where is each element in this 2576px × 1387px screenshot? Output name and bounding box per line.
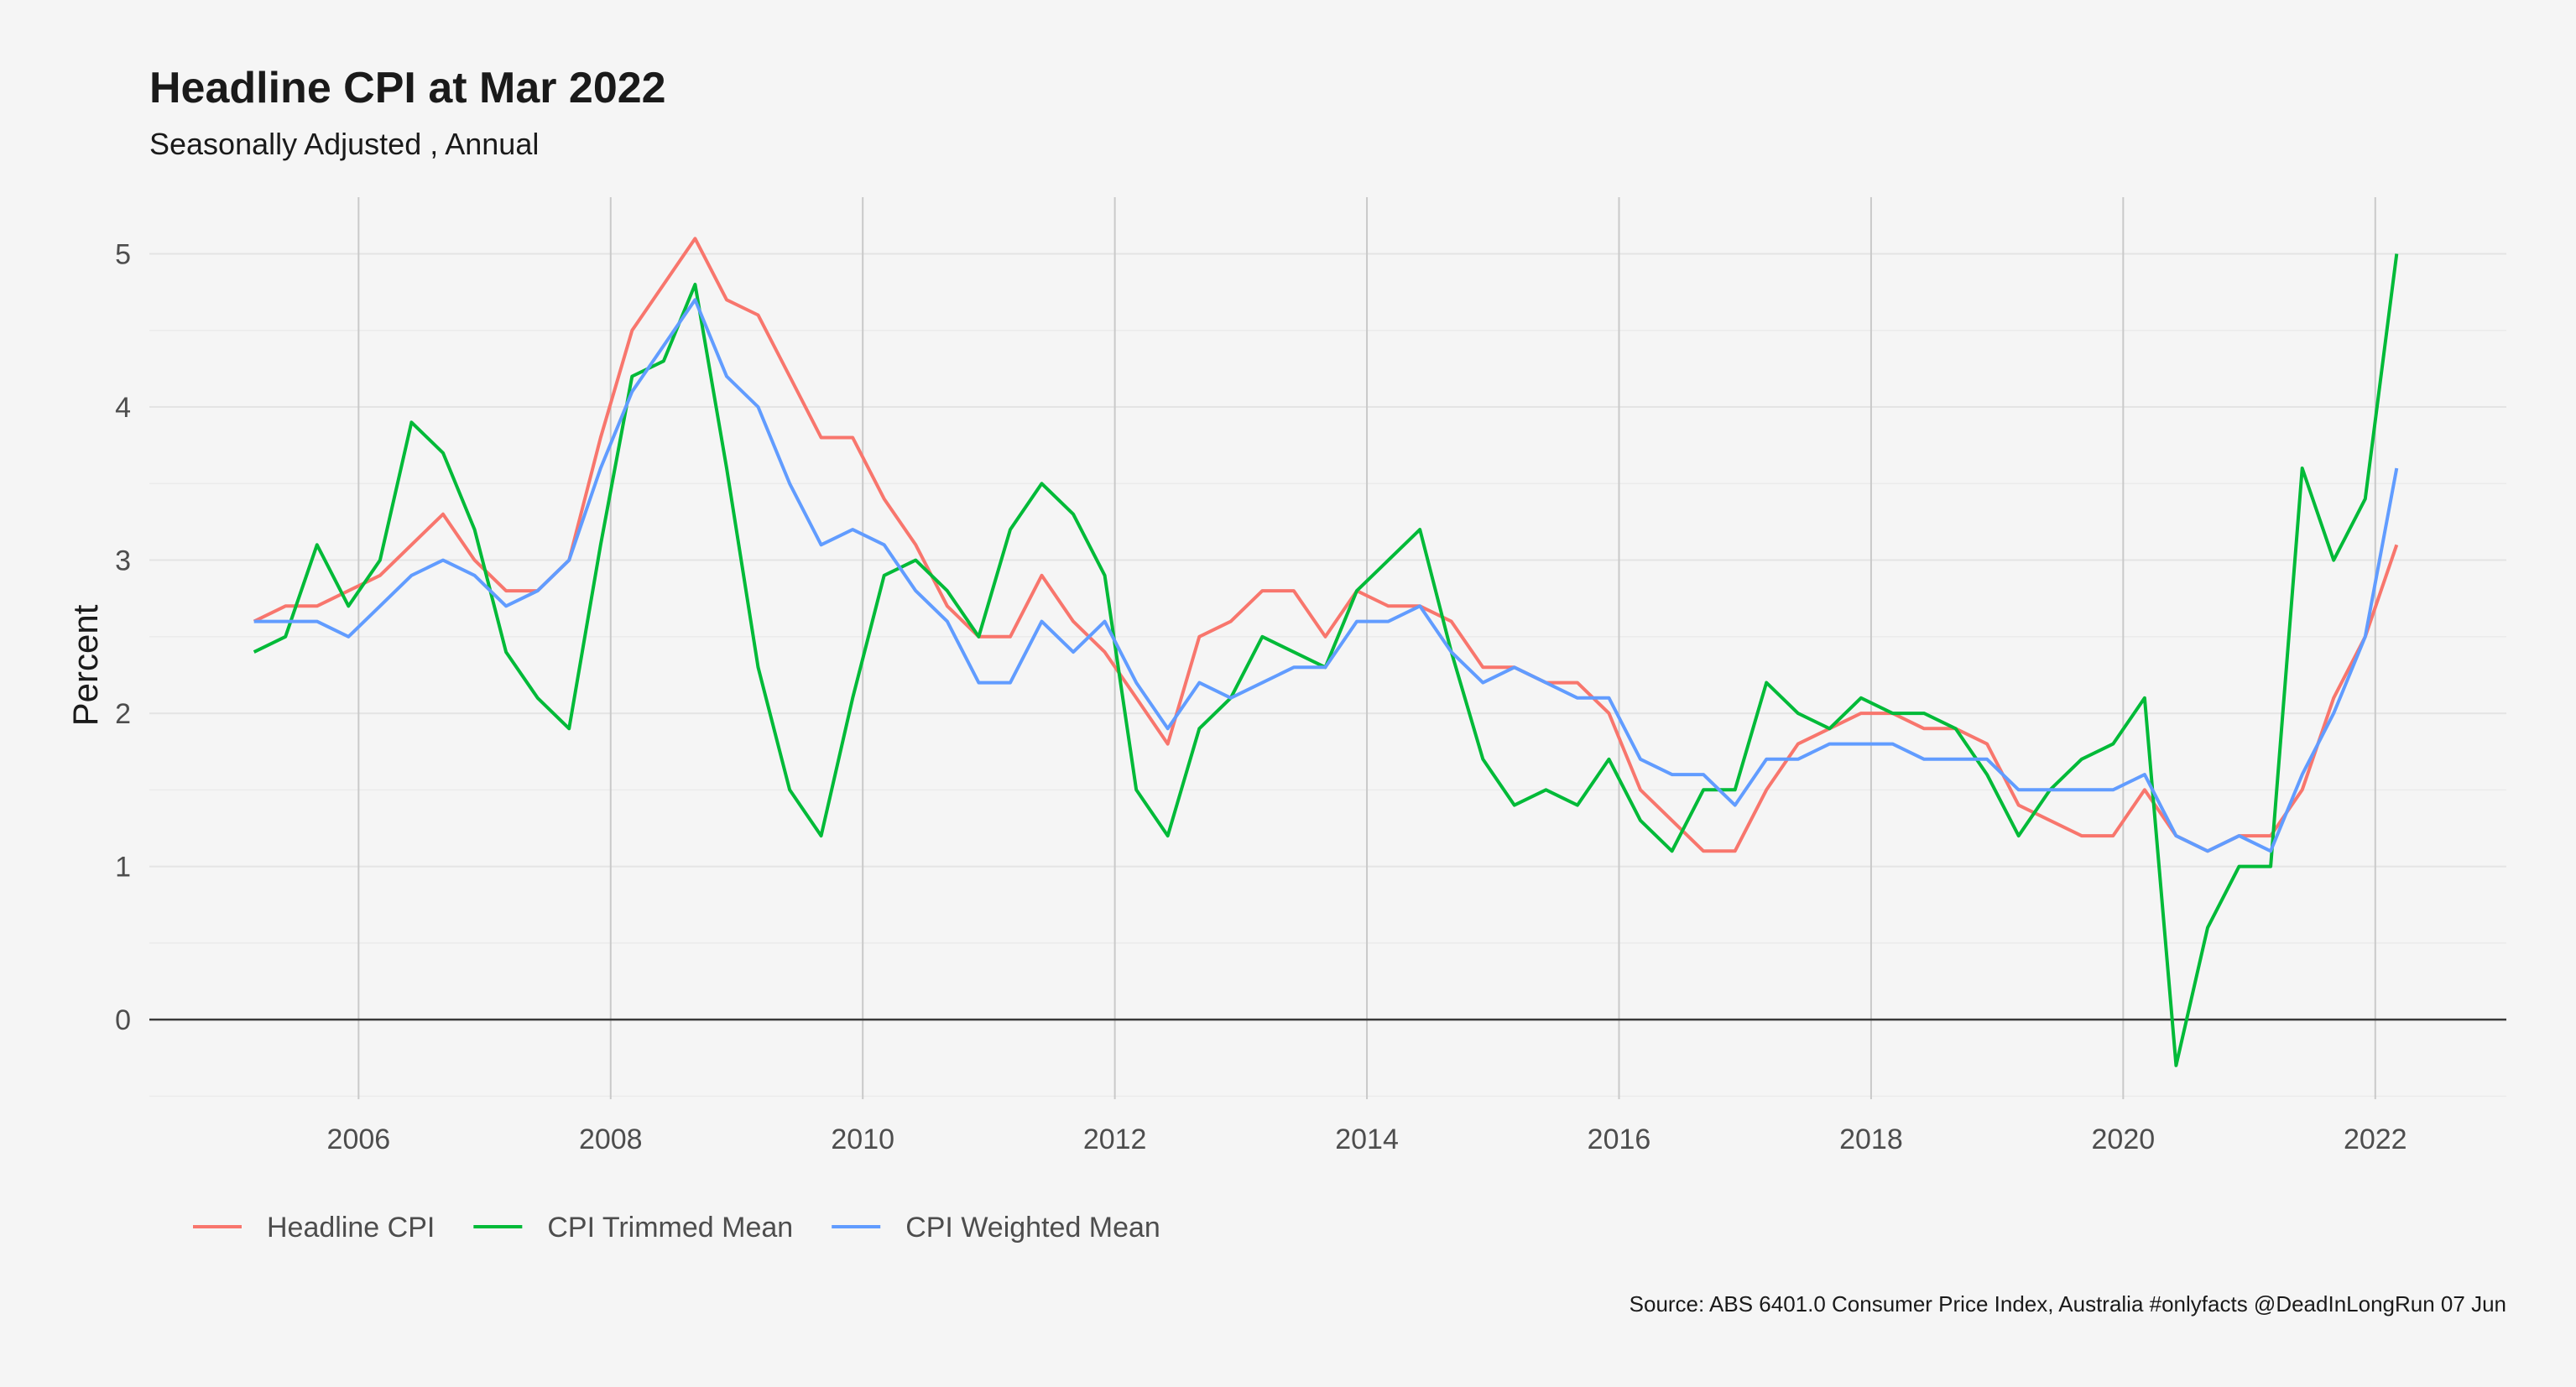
legend-label-cpi-trimmed-mean: CPI Trimmed Mean (547, 1212, 793, 1244)
gridlines (149, 197, 2506, 1099)
axis-ticks: 0 1 2 3 4 5 2006 2008 2010 2012 2014 2016 2018 2020 20… (115, 239, 2407, 1155)
y-tick-label: 5 (115, 239, 131, 271)
x-tick-label: 2012 (1083, 1124, 1147, 1155)
chart-title: Headline CPI at Mar 2022 (149, 64, 666, 112)
x-tick-label: 2020 (2092, 1124, 2156, 1155)
source-caption: Source: ABS 6401.0 Consumer Price Index,… (1630, 1291, 2506, 1317)
y-axis-label: Percent (65, 604, 105, 726)
x-tick-label: 2016 (1588, 1124, 1651, 1155)
x-tick-label: 2010 (831, 1124, 894, 1155)
legend-label-cpi-weighted-mean: CPI Weighted Mean (905, 1212, 1160, 1244)
y-tick-label: 3 (115, 545, 131, 577)
y-tick-label: 0 (115, 1004, 131, 1036)
series-lines (253, 237, 2399, 1067)
x-tick-label: 2014 (1335, 1124, 1399, 1155)
series-line-cpi-trimmed-mean (253, 253, 2399, 1067)
legend: Headline CPI CPI Trimmed Mean CPI Weighted… (193, 1212, 1160, 1244)
y-tick-label: 2 (115, 698, 131, 730)
series-line-headline-cpi (253, 237, 2399, 853)
x-tick-label: 2022 (2344, 1124, 2407, 1155)
x-tick-label: 2008 (579, 1124, 643, 1155)
series-line-cpi-weighted-mean (253, 298, 2399, 853)
x-tick-label: 2006 (327, 1124, 391, 1155)
chart-subtitle: Seasonally Adjusted , Annual (149, 127, 539, 161)
legend-label-headline-cpi: Headline CPI (267, 1212, 435, 1244)
y-tick-label: 4 (115, 392, 131, 424)
y-tick-label: 1 (115, 852, 131, 884)
x-tick-label: 2018 (1839, 1124, 1903, 1155)
